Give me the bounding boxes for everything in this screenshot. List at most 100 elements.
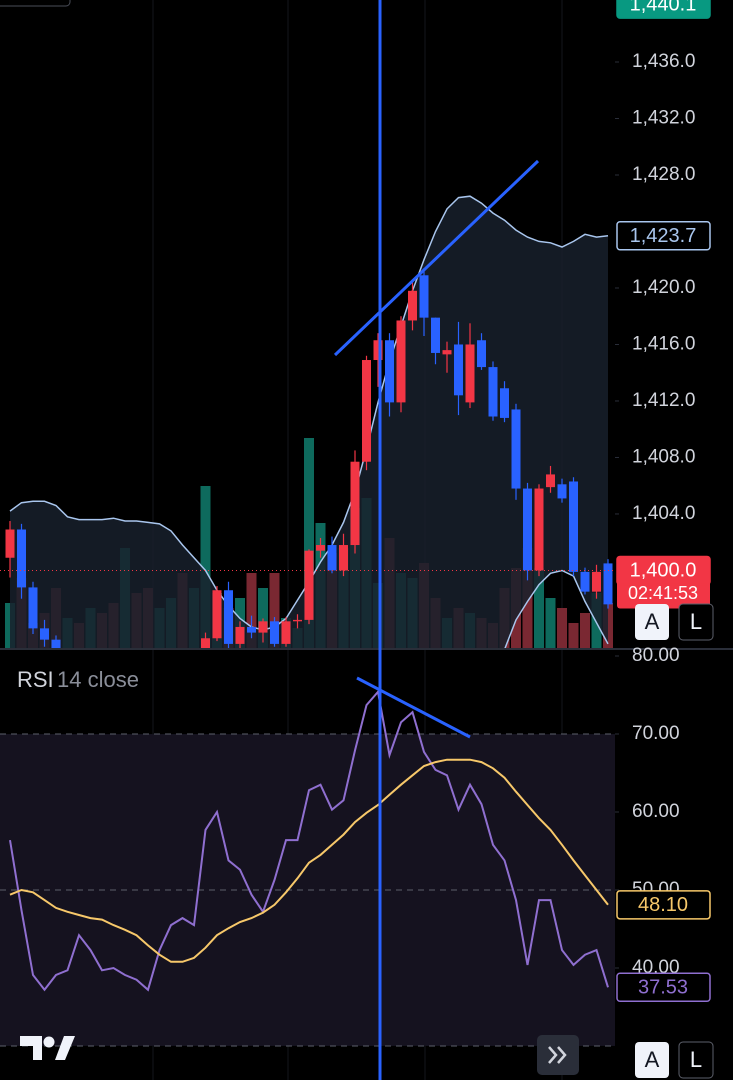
band-lower (504, 569, 609, 648)
volume-bar (258, 588, 268, 648)
button-label[interactable]: L (690, 1047, 702, 1072)
volume-bar (568, 623, 579, 648)
log-scale-button[interactable] (678, 1041, 714, 1079)
price-badge-label: 48.10 (638, 894, 688, 916)
band-fill (10, 196, 608, 648)
candle-body (258, 621, 268, 633)
candle-body (224, 590, 233, 644)
volume-bar (534, 568, 544, 648)
y-tick-label: 60.00 (632, 801, 680, 822)
y-tick-label: 1,428.0 (632, 164, 695, 185)
candle-body (511, 409, 521, 489)
candle-body (51, 639, 61, 648)
candle-body (442, 350, 452, 355)
candle-body (569, 481, 578, 572)
indicator-params: 14 close (57, 667, 139, 692)
y-tick-label: 1,404.0 (632, 503, 695, 524)
trend-line[interactable] (333, 159, 540, 357)
candle-body (212, 590, 222, 639)
candle-body (477, 340, 486, 368)
candle-body (28, 587, 38, 629)
volume-bar (580, 613, 590, 648)
candle-body (488, 367, 498, 417)
candle-body (396, 320, 406, 403)
logo-part (55, 1036, 75, 1060)
auto-scale-button[interactable] (635, 1042, 669, 1078)
y-tick-label: 1,412.0 (632, 390, 695, 411)
price-badge-label: 1,423.7 (630, 225, 697, 247)
candle-body (534, 488, 544, 571)
trend-line[interactable] (356, 676, 471, 739)
y-tick-label: 1,436.0 (632, 51, 695, 72)
candle-body (293, 619, 302, 622)
price-badge (616, 972, 711, 1003)
candle-body (373, 340, 383, 361)
candle-body (235, 626, 245, 644)
volume-bar (200, 486, 211, 648)
candle-body (580, 571, 590, 592)
rsi-plot (0, 689, 615, 1047)
candle-body (592, 571, 601, 592)
volume-bar (557, 608, 567, 648)
candle-body (465, 344, 475, 403)
countdown: 02:41:53 (628, 583, 698, 603)
candle-body (327, 545, 337, 571)
price-badge (616, 555, 711, 586)
button-label[interactable]: A (645, 1047, 660, 1072)
logo-part (20, 1036, 42, 1060)
y-tick-label: 1,408.0 (632, 446, 695, 467)
candle-body (304, 550, 314, 620)
button-label[interactable]: L (690, 609, 702, 634)
candle-body (201, 638, 210, 648)
candle-body (419, 275, 429, 318)
candle-body (603, 563, 613, 605)
candle-body (281, 621, 291, 644)
candle-body (247, 626, 256, 633)
chevron-icon (548, 1046, 567, 1064)
rsi-scale-buttons: A L (635, 1041, 714, 1079)
candle-body (316, 545, 325, 551)
countdown-badge (617, 580, 710, 609)
candle-body (431, 317, 440, 353)
volume-bar (304, 438, 314, 648)
logo (20, 1036, 75, 1060)
rsi-line (9, 689, 609, 992)
log-scale-button[interactable] (678, 603, 714, 641)
volume-bar (246, 573, 257, 648)
logo-part (43, 1036, 55, 1048)
price-scale-buttons: A L (635, 603, 714, 641)
price-badge (616, 0, 711, 19)
candle-body (270, 621, 279, 644)
price-plot (5, 195, 613, 648)
volume-bar (545, 598, 556, 648)
candle-body (5, 529, 15, 558)
button-label[interactable]: A (645, 609, 660, 634)
candle-body (17, 529, 26, 588)
price-badge-label: 37.53 (638, 977, 688, 999)
overlay: A L A L (20, 0, 714, 1080)
candle-body (546, 474, 555, 488)
y-tick-label: 1,416.0 (632, 333, 695, 354)
scroll-to-latest[interactable] (537, 1035, 579, 1075)
volume-bar (269, 573, 280, 648)
candle-body (385, 340, 394, 403)
auto-scale-button[interactable] (635, 604, 669, 640)
indicator-name: RSI (17, 667, 54, 692)
price-badge (616, 220, 711, 251)
price-badge (616, 890, 711, 920)
y-tick-label: 1,420.0 (632, 277, 695, 298)
y-tick-label: 80.00 (632, 645, 680, 666)
candle-body (362, 360, 371, 462)
candle-body (523, 488, 532, 571)
top-toolbar-button[interactable] (0, 0, 71, 7)
scroll-button[interactable] (537, 1035, 579, 1075)
candle-body (454, 344, 463, 396)
rsi-line (9, 758, 609, 963)
candle-body (40, 628, 49, 640)
candle-body (350, 461, 360, 546)
candle-body (557, 484, 567, 499)
price-badge-label: 1,440.1 (630, 0, 697, 15)
candle-body (408, 290, 417, 321)
